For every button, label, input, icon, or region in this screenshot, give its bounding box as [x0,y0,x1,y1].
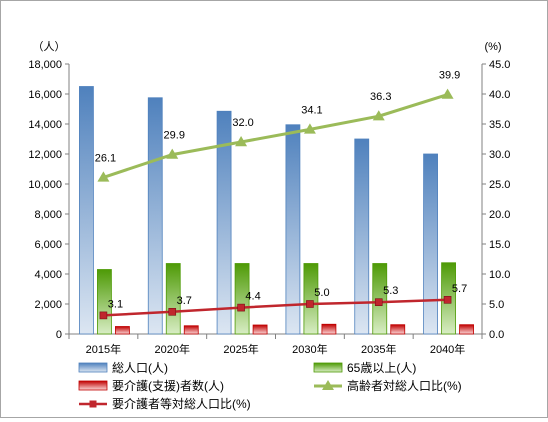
aged-ratio-data-label: 39.9 [439,70,460,82]
legend-aged-65-plus-swatch [313,362,343,373]
x-tick-label: 2035年 [361,342,396,356]
care-recipients-bar [252,324,268,335]
aged-ratio-data-label: 29.9 [164,130,185,142]
legend-aged-ratio-label: 高齢者対総人口比(%) [347,378,462,393]
total-population-bar [285,124,301,335]
care-ratio-line [103,298,448,317]
x-tick-label: 2020年 [155,342,190,356]
left-tick-label: 16,000 [28,89,62,101]
aged-ratio-marker [97,171,110,182]
legend-aged-65-plus-label: 65歳以上(人) [347,361,416,375]
x-tick-label: 2040年 [430,342,465,356]
care-recipients-bar [321,323,337,335]
legend-total-population-label: 総人口(人) [112,361,168,375]
left-tick-label: 14,000 [28,119,62,131]
care-recipients-bar [459,324,474,335]
right-tick-label: 40.0 [489,89,510,101]
x-tick-label: 2025年 [223,342,258,356]
aged-ratio-marker [303,123,316,134]
total-population-bar [423,153,438,335]
right-tick-label: 25.0 [489,179,510,191]
legend-care-ratio-label: 要介護者等対総人口比(%) [112,396,251,411]
right-tick-label: 35.0 [489,119,510,131]
aged-ratio-data-label: 34.1 [301,104,322,116]
total-population-bar [147,97,163,335]
total-population-bar [216,110,232,335]
total-population-bar [79,86,94,335]
legend-total-population-swatch [78,362,108,373]
legend-care-recipients-label: 要介護(支援)者数(人) [112,378,224,393]
left-tick-label: 8,000 [34,209,62,221]
care-ratio-data-label: 3.1 [108,298,123,310]
legend: 総人口(人) 65歳以上(人) 要介護(支援)者数(人) 高齢者対総人口比(%) 要介護… [78,361,462,411]
plot-area: 0 2,000 4,000 6,000 8,000 10,000 12,000 14,000 1… [28,59,510,356]
care-ratio-marker [374,298,383,307]
aged-65-plus-bar [303,263,319,335]
aged-ratio-marker [166,148,179,159]
right-tick-label: 45.0 [489,59,510,71]
left-tick-label: 0 [56,329,62,341]
right-tick-label: 15.0 [489,239,510,251]
left-tick-label: 4,000 [34,269,62,281]
aged-ratio-data-label: 36.3 [370,91,391,103]
right-tick-label: 5.0 [489,299,504,311]
right-tick-label: 10.0 [489,269,510,281]
right-axis-unit: (%) [484,41,501,53]
aged-ratio-data-label: 26.1 [95,152,116,164]
care-ratio-marker [168,307,177,316]
right-tick-label: 30.0 [489,149,510,161]
right-tick-label: 20.0 [489,209,510,221]
left-tick-label: 10,000 [28,179,62,191]
aged-65-plus-bar [234,263,250,335]
left-tick-label: 2,000 [34,299,62,311]
care-ratio-data-label: 5.0 [314,287,329,299]
care-ratio-marker [99,311,108,320]
care-ratio-data-label: 5.3 [383,285,398,297]
care-ratio-data-label: 3.7 [177,295,192,307]
care-ratio-marker [443,295,452,304]
care-recipients-bar [183,325,199,335]
x-tick-label: 2015年 [86,342,121,356]
aged-ratio-data-label: 32.0 [232,117,253,129]
aged-ratio-marker [441,88,454,99]
aged-ratio-line [102,93,449,179]
care-ratio-marker [237,303,245,312]
legend-care-recipients-swatch [78,380,108,391]
left-axis-unit: （人） [33,40,66,53]
care-recipients-bar [115,326,130,335]
aged-65-plus-bar [165,263,181,335]
care-ratio-data-label: 4.4 [245,291,260,303]
left-tick-label: 18,000 [28,59,62,71]
legend-care-ratio-marker [89,400,97,408]
aged-ratio-marker [235,136,248,147]
care-ratio-data-label: 5.7 [452,283,467,295]
legend-aged-ratio-marker [322,380,334,390]
right-tick-label: 0.0 [489,329,504,341]
total-population-bar [354,138,370,335]
aged-ratio-marker [372,110,385,121]
care-recipients-bar [390,324,406,335]
care-ratio-marker [306,300,314,308]
x-tick-label: 2030年 [292,342,327,356]
left-tick-label: 12,000 [28,149,62,161]
left-tick-label: 6,000 [34,239,62,251]
